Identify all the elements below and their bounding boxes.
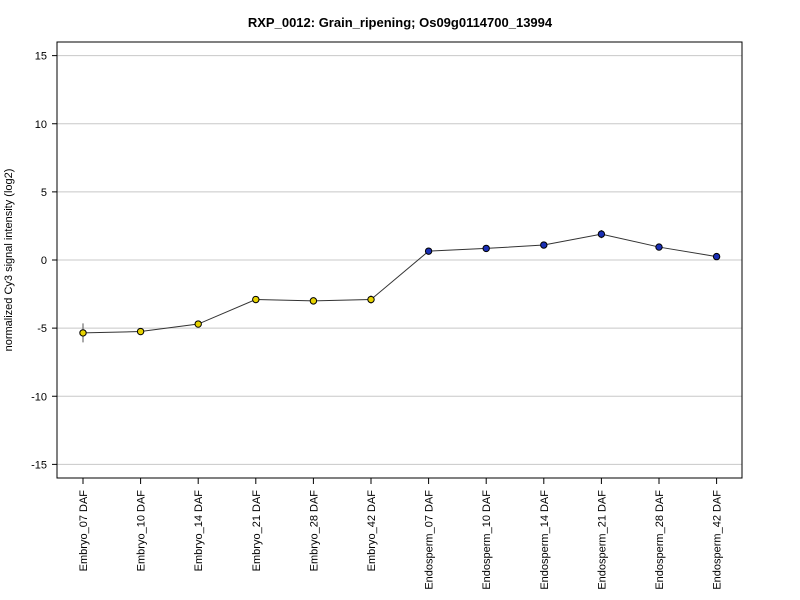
data-point <box>655 243 663 251</box>
data-point <box>79 329 87 337</box>
x-tick-label: Endosperm_10 DAF <box>481 490 493 590</box>
x-tick-label: Endosperm_14 DAF <box>539 490 551 590</box>
x-tick-label: Embryo_42 DAF <box>366 490 378 572</box>
x-tick-label: Embryo_14 DAF <box>193 490 205 572</box>
chart-title: RXP_0012: Grain_ripening; Os09g0114700_1… <box>248 15 553 30</box>
y-tick-label: 15 <box>35 51 47 63</box>
x-tick-label: Embryo_10 DAF <box>136 490 148 572</box>
x-tick-label: Embryo_07 DAF <box>78 490 90 572</box>
x-axis: Embryo_07 DAF Embryo_10 DAF Embryo_14 DAF E… <box>78 478 724 590</box>
y-tick-label: 10 <box>35 119 47 131</box>
data-point <box>194 320 202 328</box>
x-tick-label: Embryo_28 DAF <box>308 490 320 572</box>
x-tick-label: Embryo_21 DAF <box>251 490 263 572</box>
x-tick-label: Endosperm_28 DAF <box>654 490 666 590</box>
data-point <box>367 295 375 304</box>
data-point <box>252 295 260 304</box>
data-point <box>540 241 548 249</box>
data-point <box>482 244 490 253</box>
y-tick-label: 5 <box>41 187 47 199</box>
series-line <box>82 233 717 334</box>
data-point <box>712 252 721 261</box>
y-tick-label: -5 <box>37 323 47 335</box>
data-point <box>597 230 606 238</box>
x-tick-label: Endosperm_21 DAF <box>596 490 608 590</box>
y-axis-label: normalized Cy3 signal intensity (log2) <box>3 169 15 352</box>
x-tick-label: Endosperm_07 DAF <box>424 490 436 590</box>
series-layer <box>79 230 721 343</box>
y-axis: -15 -10 -5 0 5 10 15 <box>31 51 57 471</box>
y-tick-label: 0 <box>41 255 47 267</box>
grid-layer <box>57 55 742 465</box>
x-tick-label: Endosperm_42 DAF <box>712 490 724 590</box>
data-point <box>309 297 318 305</box>
data-point <box>136 327 145 336</box>
data-point <box>424 247 433 255</box>
y-tick-label: -15 <box>31 459 47 471</box>
y-tick-label: -10 <box>31 391 47 403</box>
